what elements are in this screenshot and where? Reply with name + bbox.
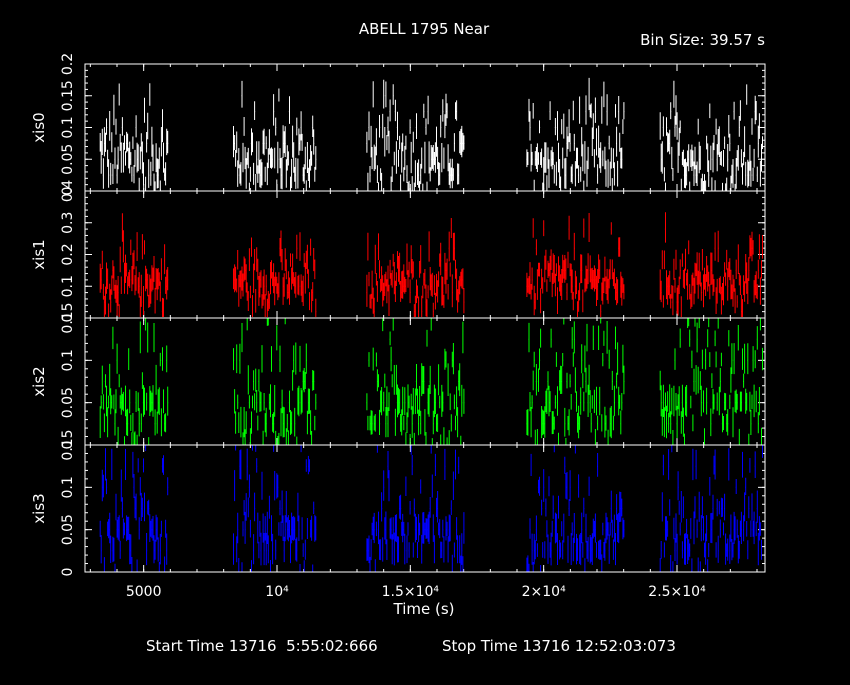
y-tick-label-xis2: 0.1: [60, 349, 76, 371]
series-xis1-segment-4: [526, 213, 625, 317]
y-tick-label-xis0: 0.05: [60, 144, 76, 175]
series-xis1-segment-1: [99, 213, 169, 317]
panel-label-xis2: xis2: [30, 366, 48, 396]
series-xis1-segment-2: [233, 230, 317, 317]
series-xis2-segment-2: [233, 318, 317, 445]
series-xis3-segment-2: [233, 445, 317, 572]
series-xis1-segment-5: [659, 212, 764, 317]
series-xis3-segment-1: [99, 445, 169, 572]
x-tick-label: 1.5×10⁴: [382, 584, 440, 600]
series-xis0-segment-5: [659, 80, 764, 191]
panel-label-xis3: xis3: [30, 493, 48, 523]
y-tick-label-xis1: 0.3: [60, 212, 76, 234]
series-xis3-segment-4: [526, 445, 625, 572]
series-xis0-segment-3: [366, 79, 465, 191]
series-xis2-segment-3: [366, 318, 465, 445]
x-tick-label: 10⁴: [265, 584, 289, 600]
series-xis2-segment-5: [659, 318, 764, 445]
series-xis0-segment-4: [526, 77, 625, 191]
y-tick-label-xis3: 0.05: [60, 514, 76, 545]
series-xis3-segment-3: [366, 445, 465, 572]
y-tick-label-xis1: 0: [60, 314, 76, 323]
y-tick-label-xis0: 0.1: [60, 116, 76, 138]
y-tick-label-xis1: 0.2: [60, 243, 76, 265]
series-xis2-segment-4: [526, 318, 625, 445]
y-tick-label-xis3: 0.15: [60, 429, 76, 460]
y-tick-label-xis1: 0.1: [60, 275, 76, 297]
y-tick-label-xis3: 0.1: [60, 476, 76, 498]
panel-label-xis1: xis1: [30, 239, 48, 269]
y-tick-label-xis0: 0.15: [60, 80, 76, 111]
series-xis1-segment-3: [366, 218, 465, 317]
y-tick-label-xis1: 0.4: [60, 180, 76, 202]
start-time-label: Start Time 13716 5:55:02:666: [146, 637, 378, 655]
y-tick-label-xis0: 0.2: [60, 53, 76, 75]
y-tick-label-xis2: 0: [60, 441, 76, 450]
series-xis0-segment-1: [99, 83, 169, 191]
series-xis0-segment-2: [233, 80, 317, 191]
series-xis3-segment-5: [659, 445, 764, 572]
y-tick-label-xis2: 0.05: [60, 387, 76, 418]
panel-frame-xis3: [84, 444, 766, 573]
x-axis-label: Time (s): [393, 600, 455, 618]
bin-size-label: Bin Size: 39.57 s: [640, 31, 765, 49]
x-tick-label: 2.5×10⁴: [648, 584, 706, 600]
y-tick-label-xis2: 0.15: [60, 302, 76, 333]
x-tick-label: 2×10⁴: [522, 584, 566, 600]
y-tick-label-xis3: 0: [60, 568, 76, 577]
panel-label-xis0: xis0: [30, 112, 48, 142]
chart-title: ABELL 1795 Near: [359, 20, 490, 38]
y-tick-label-xis0: 0: [60, 187, 76, 196]
series-xis2-segment-1: [99, 318, 169, 445]
x-tick-label: 5000: [126, 584, 162, 600]
stop-time-label: Stop Time 13716 12:52:03:073: [442, 637, 676, 655]
